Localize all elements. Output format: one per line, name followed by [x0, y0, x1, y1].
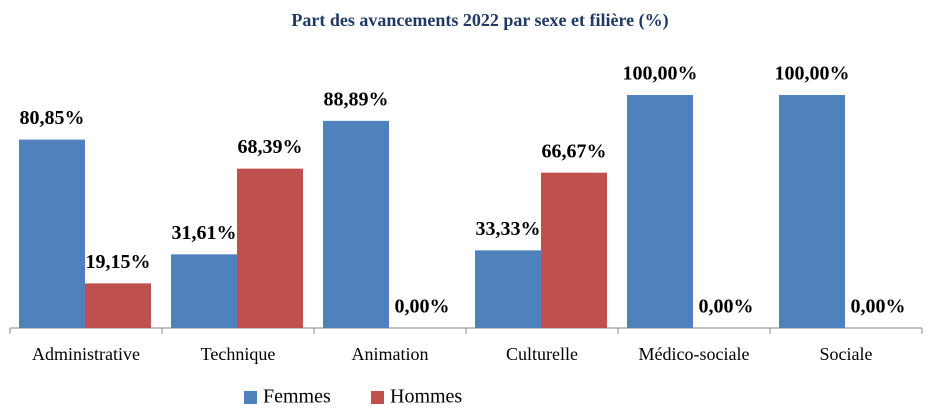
value-label: 31,61%: [172, 222, 237, 244]
bar: [541, 172, 607, 328]
bar: [779, 95, 845, 328]
x-tick-label: Culturelle: [506, 344, 578, 364]
bar: [475, 250, 541, 328]
value-label: 0,00%: [395, 296, 450, 318]
legend-swatch: [244, 391, 257, 404]
value-label: 100,00%: [775, 63, 850, 85]
value-label: 68,39%: [238, 136, 303, 158]
x-tick-label: Sociale: [820, 344, 873, 364]
bar: [323, 120, 389, 329]
bar: [627, 95, 693, 328]
x-tick-label: Administrative: [32, 344, 140, 364]
value-label: 100,00%: [623, 63, 698, 85]
value-label: 88,89%: [324, 88, 389, 110]
bar: [85, 283, 151, 328]
legend-label: Hommes: [390, 386, 462, 408]
value-label: 66,67%: [542, 140, 607, 162]
legend-swatch: [371, 391, 384, 404]
x-tick-label: Médico-sociale: [639, 344, 750, 364]
value-label: 33,33%: [476, 218, 541, 240]
bar: [19, 139, 85, 328]
bar: [171, 254, 237, 328]
value-label: 0,00%: [699, 296, 754, 318]
legend-label: Femmes: [263, 386, 331, 408]
bar: [237, 168, 303, 328]
value-label: 80,85%: [20, 107, 85, 129]
value-label: 19,15%: [86, 251, 151, 273]
x-tick-label: Technique: [201, 344, 276, 364]
chart-title: Part des avancements 2022 par sexe et fi…: [291, 10, 668, 31]
x-tick-label: Animation: [352, 344, 429, 364]
value-label: 0,00%: [851, 296, 906, 318]
